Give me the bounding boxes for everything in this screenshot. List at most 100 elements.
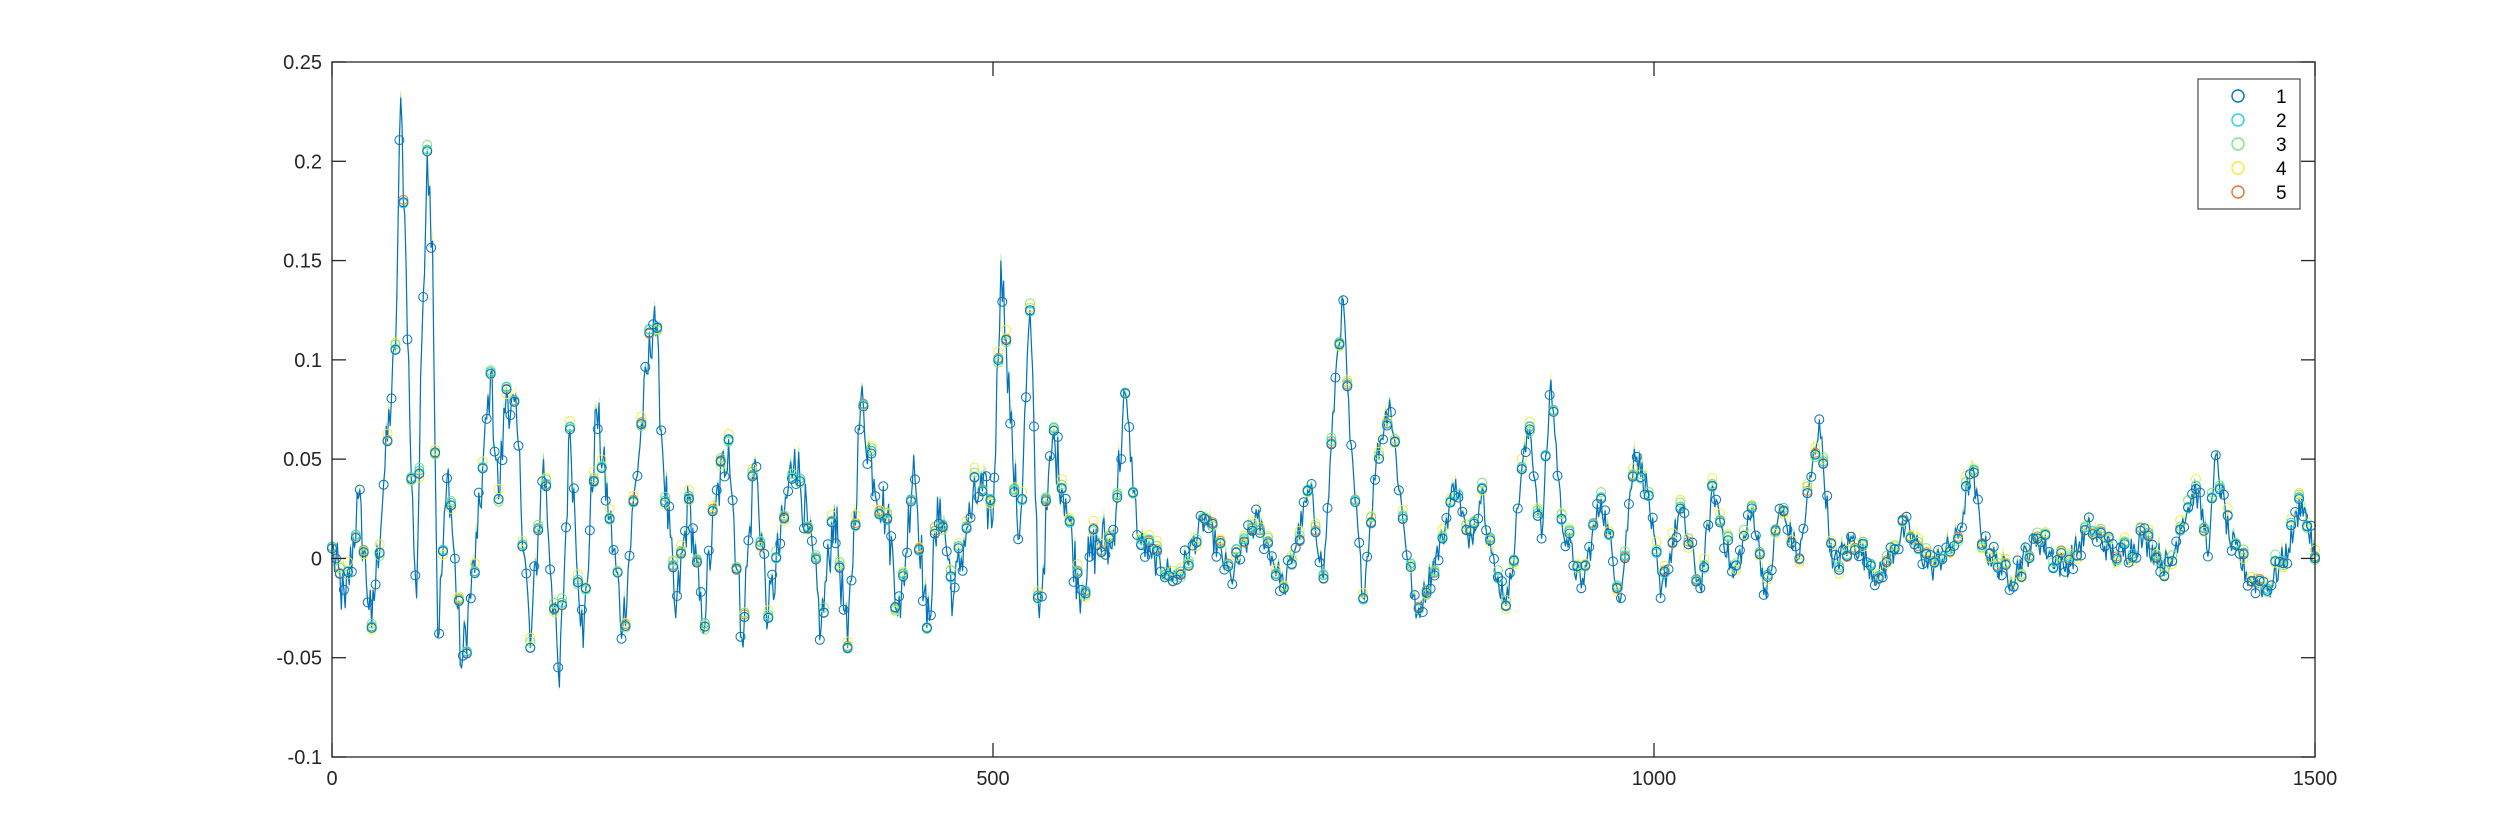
- data-point: [489, 446, 500, 457]
- data-point: [985, 498, 996, 509]
- data-point: [1294, 535, 1305, 546]
- data-point: [2151, 550, 2162, 561]
- y-tick-label: 0.2: [294, 151, 322, 173]
- data-point: [1536, 533, 1547, 544]
- legend-marker-5: [2231, 185, 2245, 199]
- data-point: [1151, 545, 1162, 556]
- data-point: [1191, 537, 1202, 548]
- data-point: [572, 569, 583, 580]
- data-point: [921, 622, 932, 633]
- data-point: [1032, 592, 1043, 603]
- data-point: [1040, 496, 1051, 507]
- data-point: [1481, 525, 1492, 536]
- data-point: [1036, 591, 1047, 602]
- data-point: [2294, 489, 2305, 500]
- data-point: [1278, 583, 1289, 594]
- data-point: [446, 497, 456, 508]
- data-point: [446, 500, 456, 511]
- data-point: [2286, 517, 2297, 528]
- data-point: [751, 461, 762, 472]
- data-point: [521, 568, 532, 579]
- data-point: [941, 546, 952, 557]
- data-point: [739, 611, 750, 622]
- data-point: [1112, 492, 1123, 503]
- data-point: [640, 361, 651, 372]
- data-point: [866, 446, 877, 457]
- data-point: [1548, 406, 1559, 417]
- data-point: [2068, 564, 2079, 575]
- data-point: [1025, 302, 1035, 313]
- data-point: [1429, 570, 1440, 581]
- data-point: [723, 428, 734, 439]
- data-point: [1834, 568, 1845, 579]
- data-point: [334, 568, 345, 579]
- data-point: [771, 552, 782, 563]
- data-point: [1834, 564, 1845, 575]
- data-point: [683, 493, 694, 504]
- data-point: [1588, 520, 1599, 531]
- data-point: [1520, 447, 1531, 458]
- x-tick-label: 500: [976, 768, 1009, 790]
- data-point: [1552, 470, 1563, 481]
- data-point: [1314, 557, 1325, 568]
- data-point: [810, 554, 821, 565]
- data-point: [993, 346, 1004, 357]
- data-point: [1389, 433, 1400, 444]
- data-point: [2080, 522, 2090, 533]
- data-point: [1310, 527, 1321, 538]
- data-point: [533, 525, 544, 536]
- data-point: [1635, 472, 1646, 483]
- data-point: [1596, 487, 1607, 498]
- data-point: [442, 473, 452, 484]
- data-point: [1489, 553, 1499, 564]
- data-point: [1263, 538, 1273, 549]
- data-point: [2238, 549, 2249, 560]
- data-point: [1013, 534, 1024, 545]
- data-point: [2024, 553, 2035, 564]
- data-point: [1917, 559, 1928, 570]
- data-point: [763, 605, 774, 616]
- data-point: [707, 506, 718, 517]
- data-point: [1330, 372, 1341, 383]
- data-point: [668, 555, 679, 566]
- data-point: [1084, 551, 1095, 562]
- data-point: [2210, 450, 2221, 461]
- data-point: [1524, 421, 1535, 432]
- data-point: [957, 565, 968, 576]
- data-point: [1473, 513, 1484, 524]
- data-point: [1655, 593, 1666, 604]
- data-point: [2159, 565, 2170, 576]
- data-point: [2246, 576, 2257, 587]
- data-point: [434, 628, 445, 639]
- data-point: [2008, 577, 2019, 588]
- data-point: [1865, 560, 1876, 571]
- data-point: [2175, 521, 2186, 532]
- data-point: [826, 510, 837, 520]
- data-point: [2008, 581, 2019, 592]
- data-point: [1001, 337, 1012, 348]
- data-point: [2087, 526, 2098, 537]
- data-point: [505, 410, 516, 421]
- data-point: [858, 401, 869, 412]
- legend-marker-1: [2231, 89, 2245, 103]
- data-point: [1056, 483, 1067, 494]
- data-point: [2044, 547, 2055, 557]
- data-point: [799, 523, 809, 534]
- data-point: [430, 444, 441, 455]
- data-point: [588, 476, 599, 487]
- data-point: [2230, 539, 2241, 550]
- data-point: [1167, 575, 1178, 586]
- data-point: [1619, 553, 1630, 564]
- data-point: [1056, 479, 1067, 490]
- data-point: [1992, 558, 2003, 568]
- data-point: [1104, 533, 1115, 544]
- data-point: [406, 474, 417, 484]
- data-point: [1346, 440, 1357, 450]
- data-point: [886, 531, 897, 542]
- data-point: [668, 560, 679, 570]
- data-point: [517, 541, 528, 552]
- data-point: [465, 593, 476, 604]
- data-point: [672, 591, 682, 601]
- data-point: [1227, 579, 1238, 590]
- data-point: [1453, 492, 1464, 503]
